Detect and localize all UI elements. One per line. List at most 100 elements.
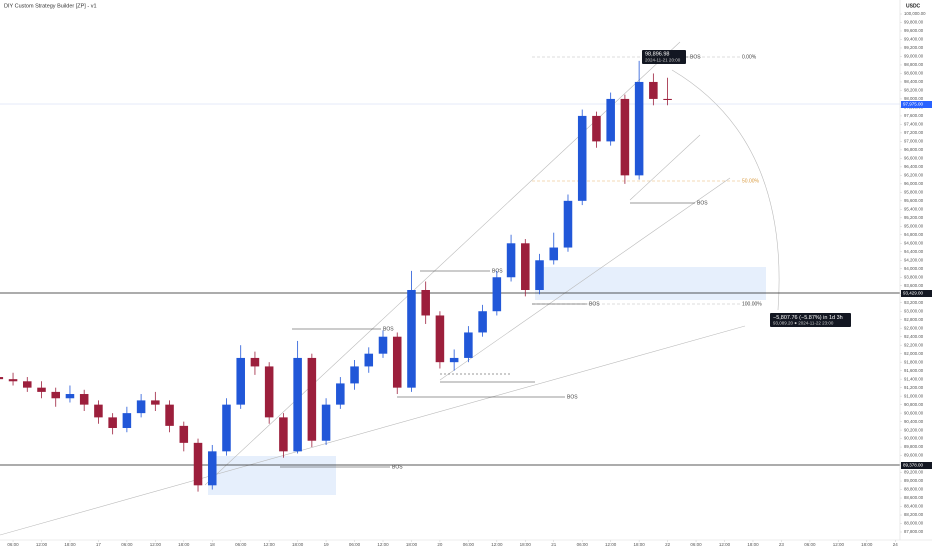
y-tick-label: 89,600.00 bbox=[904, 453, 924, 458]
candle-body bbox=[151, 400, 160, 405]
y-tick-label: 89,200.00 bbox=[904, 470, 924, 475]
price-tag-label: 93,429.00 bbox=[903, 291, 924, 296]
y-tick-label: 96,400.00 bbox=[904, 164, 924, 169]
candle-body bbox=[634, 81, 644, 176]
bos-label: BOS bbox=[567, 394, 578, 400]
candle-body bbox=[407, 289, 416, 388]
y-tick-label: 95,400.00 bbox=[904, 206, 924, 211]
y-tick-label: 94,000.00 bbox=[904, 266, 924, 271]
y-tick-label: 92,000.00 bbox=[904, 351, 924, 356]
y-tick-label: 96,000.00 bbox=[904, 181, 924, 186]
x-tick-label: 06:00 bbox=[463, 542, 475, 547]
candle-body bbox=[606, 98, 615, 142]
y-tick-label: 94,400.00 bbox=[904, 249, 924, 254]
fib-label: 0.00% bbox=[742, 54, 757, 60]
y-tick-label: 99,800.00 bbox=[904, 20, 924, 25]
candle-body bbox=[464, 332, 473, 358]
y-tick-label: 93,000.00 bbox=[904, 308, 924, 313]
candle-body bbox=[65, 394, 75, 399]
y-tick-label: 98,400.00 bbox=[904, 79, 924, 84]
candle-body bbox=[136, 400, 146, 414]
bos-label: BOS bbox=[697, 200, 708, 206]
y-tick-label: 97,200.00 bbox=[904, 130, 924, 135]
x-tick-label: 12:00 bbox=[719, 542, 731, 547]
candle-body bbox=[207, 451, 217, 486]
y-tick-label: 98,600.00 bbox=[904, 71, 924, 76]
x-tick-label: 17 bbox=[96, 542, 102, 547]
y-tick-label: 97,600.00 bbox=[904, 113, 924, 118]
y-tick-label: 96,800.00 bbox=[904, 147, 924, 152]
bos-lines bbox=[280, 56, 695, 468]
y-tick-label: 91,600.00 bbox=[904, 368, 924, 373]
y-tick-label: 99,400.00 bbox=[904, 37, 924, 42]
x-tick-label: 18:00 bbox=[178, 542, 190, 547]
price-tag bbox=[901, 290, 932, 297]
candle-body bbox=[506, 243, 516, 278]
demand-zone bbox=[208, 456, 336, 495]
y-tick-label: 90,800.00 bbox=[904, 402, 924, 407]
candle-body bbox=[378, 336, 388, 354]
projection-arc bbox=[671, 69, 780, 311]
candle-body bbox=[94, 404, 103, 418]
currency: USDC bbox=[906, 3, 921, 9]
fib-label: 100.00% bbox=[742, 301, 762, 307]
candle-body bbox=[165, 404, 174, 426]
y-tick-label: 99,200.00 bbox=[904, 45, 924, 50]
y-tick-label: 94,800.00 bbox=[904, 232, 924, 237]
bos-label: BOS bbox=[492, 268, 503, 274]
candle-body bbox=[563, 200, 573, 248]
y-tick-label: 95,000.00 bbox=[904, 223, 924, 228]
candle-body bbox=[293, 357, 302, 452]
y-tick-label: 90,200.00 bbox=[904, 427, 924, 432]
y-tick-label: 88,400.00 bbox=[904, 504, 924, 509]
bos-label: BOS bbox=[589, 301, 600, 307]
x-tick-label: 12:00 bbox=[36, 542, 48, 547]
y-tick-label: 93,600.00 bbox=[904, 283, 924, 288]
y-tick-label: 88,600.00 bbox=[904, 495, 924, 500]
y-tick-label: 89,800.00 bbox=[904, 444, 924, 449]
x-tick-label: 20 bbox=[437, 542, 443, 547]
y-tick-label: 90,000.00 bbox=[904, 436, 924, 441]
candle-body bbox=[592, 115, 601, 142]
y-tick-label: 88,000.00 bbox=[904, 521, 924, 526]
measure-target: 93,089.20 ● 2024-11-22 23:00 bbox=[773, 321, 834, 326]
candle-body bbox=[37, 387, 46, 392]
candle-body bbox=[492, 277, 502, 312]
y-tick-label: 94,200.00 bbox=[904, 257, 924, 262]
y-tick-label: 92,600.00 bbox=[904, 325, 924, 330]
candle-body bbox=[193, 442, 203, 486]
x-tick-label: 18:00 bbox=[520, 542, 532, 547]
x-tick-label: 06:00 bbox=[690, 542, 702, 547]
candle-body bbox=[336, 383, 345, 405]
candle-body bbox=[51, 391, 60, 399]
x-tick-label: 18:00 bbox=[747, 542, 759, 547]
tooltip-time: 2024-11-21 20:00 bbox=[645, 58, 681, 63]
y-tick-label: 98,800.00 bbox=[904, 62, 924, 67]
price-tag bbox=[901, 462, 932, 469]
x-tick-label: 19 bbox=[324, 542, 330, 547]
y-tick-label: 91,200.00 bbox=[904, 385, 924, 390]
y-tick-label: 88,800.00 bbox=[904, 487, 924, 492]
y-tick-label: 97,400.00 bbox=[904, 122, 924, 127]
x-tick-label: 06:00 bbox=[349, 542, 361, 547]
candle-body bbox=[549, 247, 559, 261]
candle-body bbox=[350, 366, 359, 384]
y-tick-label: 91,000.00 bbox=[904, 393, 924, 398]
y-tick-label: 91,800.00 bbox=[904, 359, 924, 364]
candle-body bbox=[179, 425, 189, 443]
candle-body bbox=[421, 289, 430, 316]
candle-body bbox=[535, 260, 544, 290]
price-tag bbox=[901, 101, 932, 108]
y-tick-label: 95,600.00 bbox=[904, 198, 924, 203]
x-tick-label: 12:00 bbox=[833, 542, 845, 547]
demand-zone bbox=[535, 267, 766, 300]
candle-body bbox=[0, 377, 4, 380]
y-tick-label: 88,200.00 bbox=[904, 512, 924, 517]
y-tick-label: 100,000.00 bbox=[904, 11, 926, 16]
y-tick-label: 93,200.00 bbox=[904, 300, 924, 305]
y-tick-label: 98,200.00 bbox=[904, 88, 924, 93]
y-tick-label: 92,200.00 bbox=[904, 342, 924, 347]
bos-label: BOS bbox=[690, 54, 701, 60]
